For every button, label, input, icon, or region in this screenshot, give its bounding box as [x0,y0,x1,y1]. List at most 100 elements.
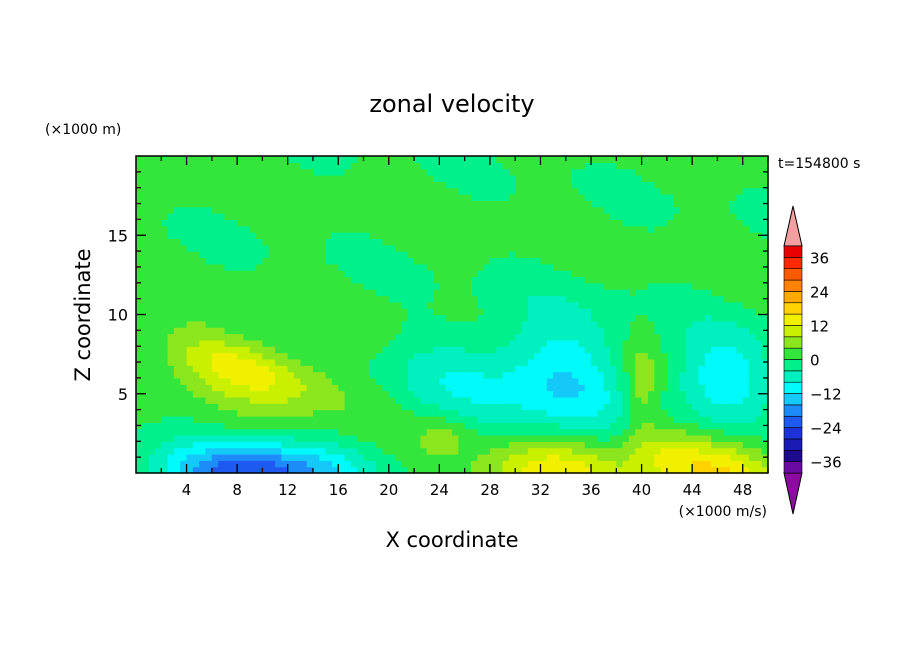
field-cell [338,308,346,316]
field-cell [300,415,308,423]
field-cell [382,289,390,297]
field-cell [508,346,516,354]
field-cell [256,162,263,170]
field-cell [540,396,548,404]
field-cell [591,206,598,214]
field-cell [628,232,636,240]
field-cell [508,390,516,398]
field-cell [211,308,219,316]
field-cell [142,213,150,220]
field-cell [395,181,403,189]
field-cell [148,314,156,322]
field-cell [647,447,655,455]
field-cell [559,156,567,163]
field-cell [230,384,238,392]
field-cell [515,219,523,227]
field-cell [742,403,750,411]
field-cell [357,244,365,252]
field-cell [426,251,434,259]
field-cell [654,213,662,220]
field-cell [357,453,365,461]
field-cell [382,301,390,309]
field-cell [559,257,567,265]
field-cell [692,308,700,316]
field-cell [502,181,510,189]
field-cell [698,460,706,468]
field-cell [534,175,542,182]
field-cell [521,162,529,170]
field-cell [211,339,219,347]
field-cell [382,213,390,220]
field-cell [489,257,497,265]
field-cell [312,282,320,290]
field-cell [205,409,213,417]
field-cell [628,301,636,309]
field-cell [167,339,175,347]
field-cell [742,441,750,449]
field-cell [312,206,320,214]
field-cell [312,225,320,233]
field-cell [306,238,314,246]
field-cell [723,409,731,417]
field-cell [685,320,693,328]
field-cell [363,460,371,468]
field-cell [445,358,453,366]
field-cell [660,301,668,309]
field-cell [515,314,523,322]
field-cell [534,384,542,392]
field-cell [420,327,428,335]
field-cell [578,263,586,271]
field-cell [717,156,725,163]
field-cell [470,352,478,360]
field-cell [180,428,188,436]
field-cell [199,358,207,366]
field-cell [300,390,308,398]
field-cell [483,175,491,182]
field-cell [357,409,365,417]
field-cell [154,225,162,233]
field-cell [717,276,725,284]
field-cell [704,194,712,201]
field-cell [414,428,421,436]
field-cell [692,371,700,379]
field-cell [515,168,523,176]
field-cell [363,415,371,423]
field-cell [736,320,744,328]
field-cell [654,232,662,240]
field-cell [736,175,744,182]
field-cell [508,206,516,214]
field-cell [420,276,428,284]
field-cell [230,396,238,404]
field-cell [148,460,156,468]
field-cell [622,289,630,297]
field-cell [300,447,308,455]
field-cell [749,213,756,220]
field-cell [414,194,421,201]
field-cell [704,428,712,436]
field-cell [136,409,143,417]
field-cell [723,339,731,347]
field-cell [376,295,384,303]
field-cell [572,365,579,373]
field-cell [635,390,643,398]
field-cell [294,219,301,227]
field-cell [685,371,693,379]
field-cell [414,206,421,214]
field-cell [761,314,769,322]
field-cell [395,289,403,297]
field-cell [230,453,238,461]
field-cell [445,314,453,322]
field-cell [281,333,289,341]
field-cell [388,301,396,309]
field-cell [565,377,573,385]
field-cell [445,466,453,474]
field-cell [666,238,674,246]
field-cell [287,371,295,379]
field-cell [704,314,712,322]
field-cell [350,238,358,246]
field-cell [433,390,440,398]
field-cell [458,263,466,271]
field-cell [439,447,447,455]
field-cell [559,422,567,430]
field-cell [559,333,567,341]
